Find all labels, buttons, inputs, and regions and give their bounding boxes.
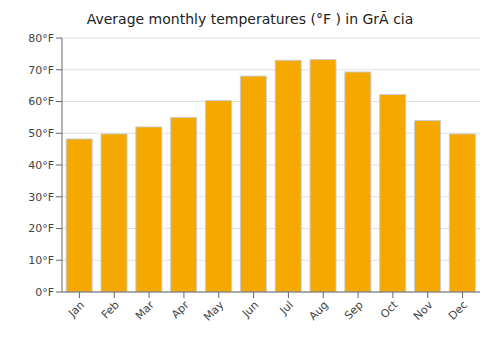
html-text:Average monthly temperatures (: Average monthly temperatures (°F ) in Gr… xyxy=(86,11,414,27)
svg-text:Dec: Dec xyxy=(446,298,470,322)
svg-text:Sep: Sep xyxy=(342,298,366,322)
svg-text:0°F: 0°F xyxy=(35,286,54,299)
svg-text:80°F: 80°F xyxy=(28,32,54,45)
svg-text:Jul: Jul xyxy=(277,298,296,317)
svg-text:Aug: Aug xyxy=(307,298,331,322)
svg-text:70°F: 70°F xyxy=(28,64,54,77)
svg-text:30°F: 30°F xyxy=(28,191,54,204)
svg-text:40°F: 40°F xyxy=(28,159,54,172)
svg-text:Feb: Feb xyxy=(99,298,122,321)
svg-text:Jan: Jan xyxy=(65,298,87,320)
svg-text:Oct: Oct xyxy=(378,298,401,321)
svg-text:Jun: Jun xyxy=(239,298,261,320)
svg-text:20°F: 20°F xyxy=(28,222,54,235)
svg-text:60°F: 60°F xyxy=(28,95,54,108)
svg-text:May: May xyxy=(201,298,227,324)
svg-text:Mar: Mar xyxy=(133,298,157,322)
svg-text:10°F: 10°F xyxy=(28,254,54,267)
svg-text:50°F: 50°F xyxy=(28,127,54,140)
svg-text:Nov: Nov xyxy=(411,298,436,323)
svg-text:Apr: Apr xyxy=(169,298,192,321)
